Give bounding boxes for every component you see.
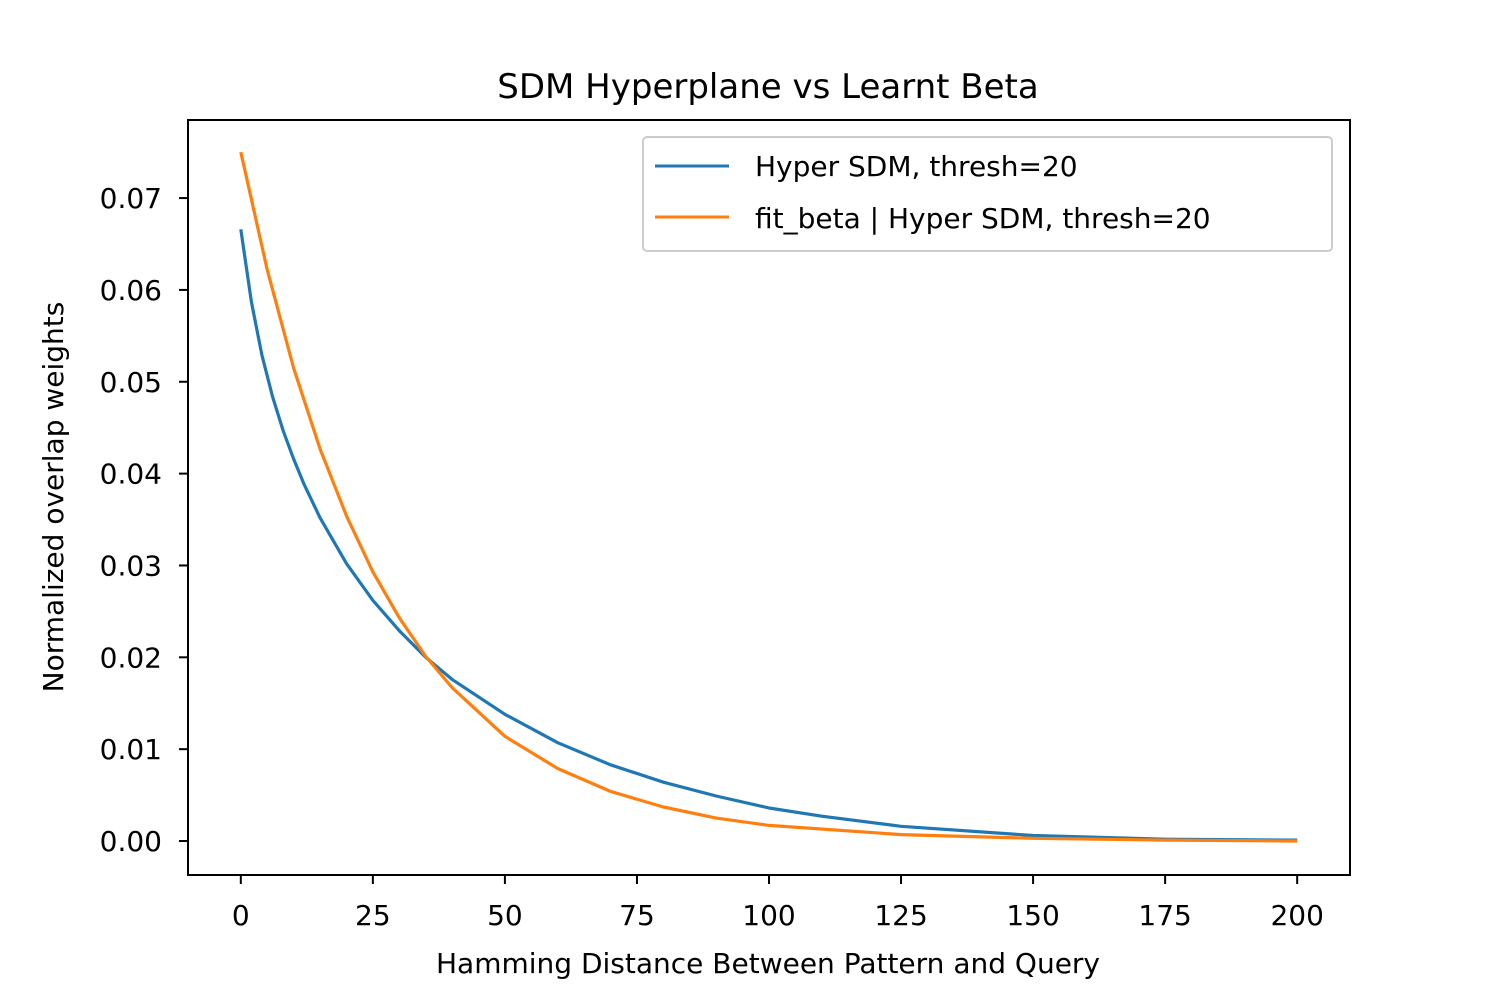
legend-box <box>642 136 1333 252</box>
x-axis-label: Hamming Distance Between Pattern and Que… <box>436 947 1100 980</box>
x-tick-label: 125 <box>874 899 927 932</box>
y-tick-label: 0.02 <box>100 641 162 674</box>
series-layer <box>239 151 1298 843</box>
y-tick-label: 0.01 <box>100 733 162 766</box>
x-tick-label: 0 <box>232 899 250 932</box>
x-tick-label: 25 <box>355 899 391 932</box>
x-tick-label: 175 <box>1138 899 1191 932</box>
series-line-1 <box>239 151 1298 843</box>
y-tick-label: 0.04 <box>100 458 162 491</box>
y-axis: 0.00 0.01 0.02 0.03 0.04 0.05 0.06 0.07 <box>100 182 188 858</box>
y-tick-label: 0.00 <box>100 825 162 858</box>
series-line-0 <box>239 229 1298 842</box>
legend: Hyper SDM, thresh=20 fit_beta | Hyper SD… <box>642 136 1333 252</box>
legend-label-hyper-sdm: Hyper SDM, thresh=20 <box>755 150 1078 183</box>
x-tick-label: 75 <box>619 899 655 932</box>
x-tick-label: 100 <box>742 899 795 932</box>
y-tick-label: 0.06 <box>100 274 162 307</box>
y-tick-label: 0.07 <box>100 182 162 215</box>
x-axis: 0 25 50 75 100 125 150 175 200 <box>232 875 1324 932</box>
legend-label-fit-beta: fit_beta | Hyper SDM, thresh=20 <box>755 202 1211 235</box>
x-tick-label: 200 <box>1270 899 1323 932</box>
x-tick-label: 150 <box>1006 899 1059 932</box>
y-tick-label: 0.05 <box>100 366 162 399</box>
x-tick-label: 50 <box>487 899 523 932</box>
y-tick-label: 0.03 <box>100 549 162 582</box>
y-axis-label: Normalized overlap weights <box>37 302 70 693</box>
chart-title: SDM Hyperplane vs Learnt Beta <box>497 67 1038 107</box>
